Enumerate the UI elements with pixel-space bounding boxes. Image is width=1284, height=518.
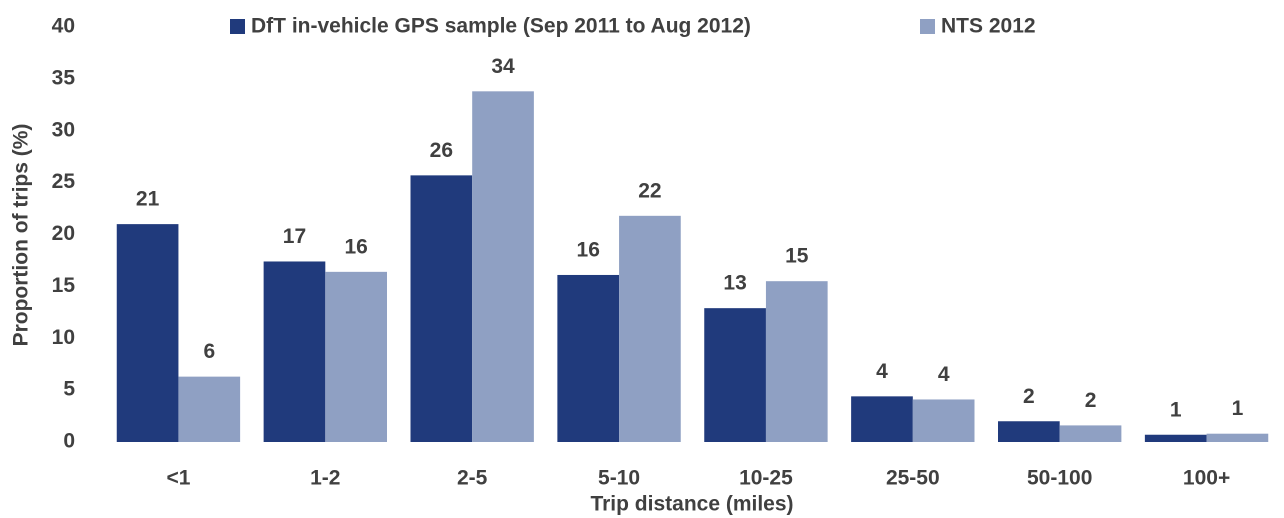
data-label: 34 xyxy=(491,55,515,78)
data-label: 17 xyxy=(283,225,306,248)
bar xyxy=(410,175,473,443)
bar xyxy=(178,376,241,442)
bar xyxy=(1206,433,1269,442)
y-tick-label: 0 xyxy=(63,430,75,453)
bar xyxy=(765,281,828,442)
x-tick-label: 5-10 xyxy=(598,467,640,490)
data-label: 2 xyxy=(1085,389,1097,412)
x-axis-title: Trip distance (miles) xyxy=(590,493,793,516)
x-tick-label: 10-25 xyxy=(739,467,793,490)
bar xyxy=(912,399,975,442)
x-tick-label: 100+ xyxy=(1183,467,1230,490)
y-axis-title: Proportion of trips (%) xyxy=(10,124,33,347)
y-tick-label: 20 xyxy=(52,222,75,245)
data-label: 1 xyxy=(1232,397,1244,420)
data-label: 4 xyxy=(876,360,888,383)
x-tick-label: 1-2 xyxy=(310,467,340,490)
bar xyxy=(1144,434,1207,442)
bar xyxy=(1059,425,1122,442)
bar xyxy=(998,421,1060,442)
data-label: 22 xyxy=(638,179,661,202)
y-tick-label: 40 xyxy=(52,15,75,38)
legend-label: DfT in-vehicle GPS sample (Sep 2011 to A… xyxy=(251,15,751,38)
legend-swatch xyxy=(920,19,935,34)
y-tick-label: 10 xyxy=(52,326,75,349)
data-label: 1 xyxy=(1170,398,1182,421)
bar xyxy=(557,274,620,442)
x-tick-label: <1 xyxy=(166,467,190,490)
bar xyxy=(619,215,681,442)
legend-swatch xyxy=(230,19,245,34)
data-label: 26 xyxy=(430,139,453,162)
data-label: 16 xyxy=(577,239,600,262)
y-tick-label: 25 xyxy=(52,170,76,193)
data-label: 2 xyxy=(1023,385,1035,408)
data-label: 13 xyxy=(723,272,746,295)
data-label: 6 xyxy=(203,340,215,363)
data-label: 21 xyxy=(136,188,160,211)
bar xyxy=(325,271,387,442)
bar xyxy=(116,224,179,442)
x-tick-label: 25-50 xyxy=(886,467,940,490)
legend-label: NTS 2012 xyxy=(941,15,1036,38)
bar xyxy=(851,396,913,442)
y-tick-label: 35 xyxy=(52,66,76,89)
bar xyxy=(472,91,534,442)
y-tick-label: 30 xyxy=(52,118,75,141)
data-label: 15 xyxy=(785,245,809,268)
bar xyxy=(263,261,326,442)
y-tick-label: 15 xyxy=(52,274,76,297)
x-tick-label: 50-100 xyxy=(1027,467,1092,490)
bar xyxy=(704,308,766,442)
y-tick-label: 5 xyxy=(63,378,75,401)
x-tick-label: 2-5 xyxy=(457,467,488,490)
data-label: 4 xyxy=(938,363,950,386)
data-label: 16 xyxy=(344,235,367,258)
